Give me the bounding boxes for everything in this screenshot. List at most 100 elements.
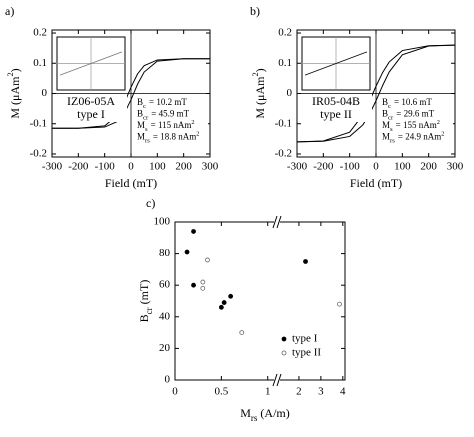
- y-tick-label: 60: [159, 279, 171, 291]
- parameter: Bcr = 29.6 mT: [382, 109, 435, 122]
- label-bg: [135, 96, 208, 146]
- x-tick-label: 0: [172, 386, 178, 398]
- point: [200, 285, 206, 291]
- parameter-rest: = 10.6 mT: [394, 97, 432, 107]
- y-axis-label-sub: cr: [144, 307, 154, 314]
- y-axis-label-main: M (μAm: [253, 76, 267, 119]
- x-tick-label: 3: [318, 386, 324, 398]
- panel-label: a): [5, 4, 14, 18]
- point: [228, 293, 234, 299]
- x-tick-label: -200: [313, 161, 334, 173]
- parameter-rest: = 29.6 mT: [396, 109, 434, 119]
- parameter-sub: rs: [390, 138, 395, 145]
- point: [200, 279, 206, 285]
- parameter-sub: rs: [145, 138, 150, 145]
- inset-curve: [59, 51, 123, 76]
- y-axis-label: Bcr (mT): [137, 280, 154, 323]
- x-tick-label: 0: [128, 161, 134, 173]
- x-tick-label: 100: [394, 161, 411, 173]
- y-tick-label: -0.2: [30, 148, 47, 160]
- inset-curve: [304, 51, 368, 76]
- x-tick-label: 0: [373, 161, 379, 173]
- x-tick-label: -300: [42, 161, 63, 173]
- plot-frame: [174, 221, 346, 381]
- parameter-main: B: [137, 97, 143, 107]
- parameter: Mrs = 18.8 nAm2: [137, 130, 199, 144]
- point: [205, 257, 210, 263]
- point: [184, 249, 190, 255]
- x-tick-label: -100: [340, 161, 361, 173]
- axis-break: [276, 373, 282, 387]
- legend-label: type I: [292, 333, 318, 345]
- parameter-sub: s: [390, 126, 393, 133]
- y-axis-label-main: M (μAm: [8, 76, 22, 119]
- x-tick-label: -200: [68, 161, 89, 173]
- parameter: Ms = 155 nAm2: [382, 119, 440, 133]
- parameter-main: B: [137, 109, 143, 119]
- x-tick-label: 1: [265, 386, 271, 398]
- y-tick-label: 0.2: [33, 27, 47, 39]
- y-tick-label: 0.2: [278, 27, 292, 39]
- panel-label: b): [250, 4, 260, 18]
- y-tick-label: -0.2: [275, 148, 292, 160]
- y-axis-label-sup: 2: [6, 72, 15, 76]
- y-axis-label: M (μAm2): [6, 68, 21, 118]
- y-tick-label: 0: [165, 374, 171, 386]
- point: [337, 301, 342, 307]
- parameter-main: M: [137, 132, 145, 142]
- hysteresis-branch: [52, 58, 210, 129]
- legend-label: type II: [292, 347, 321, 359]
- point: [303, 259, 308, 264]
- point: [191, 229, 196, 234]
- y-axis-label-main: B: [137, 314, 151, 322]
- x-tick-label: 300: [202, 161, 219, 173]
- legend-marker: [281, 336, 287, 342]
- parameter-main: M: [137, 120, 145, 130]
- y-axis-label-end: ): [253, 68, 267, 72]
- x-tick-label: 2: [296, 386, 302, 398]
- panel-label: c): [146, 196, 155, 210]
- parameter-main: B: [382, 97, 388, 107]
- axis-break-gap: [274, 216, 280, 228]
- y-tick-label: -0.1: [30, 117, 47, 129]
- parameter-sup: 2: [191, 119, 194, 126]
- y-tick-label: -0.1: [275, 117, 292, 129]
- parameter-main: B: [382, 109, 388, 119]
- axis-break-gap: [274, 374, 280, 386]
- parameter: Mrs = 24.9 nAm2: [382, 130, 444, 144]
- y-tick-label: 20: [159, 342, 171, 354]
- label-bg: [57, 94, 127, 122]
- x-axis-label: Field (mT): [105, 176, 157, 190]
- parameter-sub: s: [145, 126, 148, 133]
- parameter-main: M: [382, 120, 390, 130]
- x-tick-label: 100: [149, 161, 166, 173]
- parameter-rest: = 18.8 nAm: [153, 132, 196, 142]
- parameter: Bc = 10.2 mT: [137, 97, 187, 110]
- axis-break: [276, 215, 282, 229]
- point: [221, 300, 227, 305]
- parameter-main: M: [382, 132, 390, 142]
- y-tick-label: 100: [154, 216, 171, 228]
- y-axis-label-end: ): [8, 68, 22, 72]
- parameter-sup: 2: [437, 119, 440, 126]
- legend-marker: [281, 350, 287, 356]
- y-tick-label: 40: [159, 310, 171, 322]
- parameter: Ms = 115 nAm2: [137, 119, 195, 133]
- label-bg: [302, 94, 372, 122]
- y-tick-label: 0: [42, 87, 48, 99]
- sample-type: type II: [320, 107, 352, 121]
- axis-break: [272, 373, 278, 387]
- parameter-rest: = 24.9 nAm: [398, 132, 441, 142]
- sample-name: IR05-04B: [312, 94, 360, 108]
- parameter: Bcr = 45.9 mT: [137, 109, 190, 122]
- parameter-sup: 2: [441, 130, 444, 137]
- hysteresis-branch: [52, 58, 210, 129]
- parameter-sub: cr: [143, 115, 149, 122]
- parameter-sup: 2: [196, 130, 199, 137]
- hysteresis-branch: [296, 44, 456, 143]
- parameter-sub: c: [388, 103, 391, 110]
- point: [218, 304, 224, 310]
- y-tick-label: 80: [159, 247, 171, 259]
- x-tick-label: -100: [95, 161, 116, 173]
